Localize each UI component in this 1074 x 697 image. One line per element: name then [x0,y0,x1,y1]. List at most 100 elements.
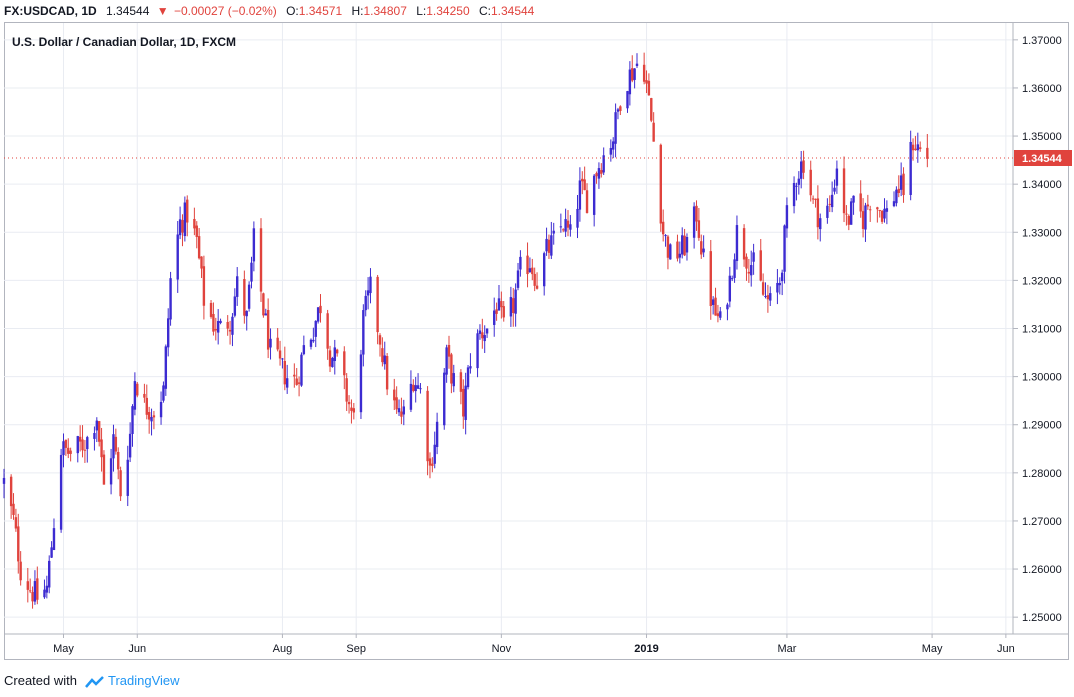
y-tick-label: 1.36000 [1022,83,1062,95]
y-tick-label: 1.30000 [1022,372,1062,384]
candle-body [214,329,217,331]
candle-body [52,528,56,551]
candle-body [859,193,862,212]
candle-body [797,178,801,185]
candle-body [918,147,922,149]
price-axis[interactable]: 1.25000 1.26000 1.27000 1.28000 1.29000 1.300… [4,23,1072,634]
candle-body [200,256,203,269]
candle-body [28,590,32,592]
candle-body [117,451,120,470]
candle-body [642,64,646,82]
candle-body [776,282,779,293]
candle-body [826,205,829,218]
candle-body [526,255,529,275]
time-axis[interactable]: May Jun Aug Sep Nov 2019 Mar May Jun [4,633,1069,655]
candle-body [842,168,846,214]
candle-body [366,290,370,296]
candle-body [726,304,729,310]
candle-body [619,106,622,112]
candle-body [309,339,313,347]
candle-body [602,155,605,173]
candle-body [236,276,239,297]
candle-body [600,170,603,174]
candle-body [559,226,563,228]
candle-body [612,141,615,150]
candle-body [69,450,72,454]
x-tick-label: Aug [273,643,293,655]
y-tick-label: 1.34000 [1022,179,1062,191]
candle-body [661,221,665,235]
candle-body [264,313,267,316]
candle-body [226,321,229,329]
candle-body [683,235,686,256]
candle-body [67,447,70,454]
candle-body [483,335,486,342]
candle-body [295,378,298,385]
candle-body [228,329,232,332]
candle-body [581,178,584,182]
candle-body [300,354,303,386]
candle-body [880,210,884,222]
candle-body [278,350,282,359]
candle-body [926,147,929,159]
candles [2,52,929,609]
candle-body [143,393,146,398]
candle-body [428,458,432,466]
candle-body [785,205,789,229]
candle-body [109,458,113,485]
candle-body [476,333,479,369]
candle-body [202,266,206,306]
candle-body [100,439,103,458]
candle-body [747,271,751,274]
low-label: L: [416,4,427,18]
candle-body [86,437,89,450]
candle-body [331,357,334,368]
candle-body [659,144,663,224]
symbol-header: FX:USDCAD, 1D 1.34544 ▼ −0.00027 (−0.02%… [0,0,1074,22]
candle-body [76,436,79,454]
candle-body [450,354,453,384]
candle-body [43,589,46,598]
y-tick-label: 1.25000 [1022,612,1062,624]
candle-body [293,374,296,377]
price-chart[interactable]: 1.25000 1.26000 1.27000 1.28000 1.29000 1.300… [0,0,1074,668]
candle-body [759,250,762,281]
candle-body [783,225,786,272]
candle-body [397,408,401,413]
candle-body [114,436,118,452]
candle-body [878,209,881,211]
candle-body [335,349,339,354]
candle-body [750,265,753,276]
tradingview-brand[interactable]: TradingView [108,673,180,688]
candle-body [45,585,49,593]
symbol-name[interactable]: FX:USDCAD, 1D [4,4,97,18]
candle-body [766,295,770,300]
candle-body [33,581,37,602]
candle-body [664,235,667,237]
candle-body [59,454,63,530]
candle-body [426,390,429,462]
candle-body [626,91,629,109]
candle-body [36,578,39,600]
candle-body [761,282,765,295]
candle-body [493,310,496,325]
candle-body [164,346,168,389]
candle-body [685,236,689,253]
candle-body [350,407,353,411]
candle-body [500,301,503,308]
candle-body [576,208,579,228]
candle-body [183,202,187,237]
candle-body [416,385,420,389]
candle-body [131,406,134,434]
candle-body [728,275,732,302]
chart-frame [4,22,1069,660]
candle-body [376,276,379,333]
candle-body [666,236,670,258]
candle-body [628,69,632,95]
candle-body [328,350,332,367]
candle-body [181,220,184,233]
candle-body [314,320,317,337]
candle-body [431,463,434,466]
candle-body [412,384,415,391]
price-change: −0.00027 (−0.02%) [173,4,277,18]
